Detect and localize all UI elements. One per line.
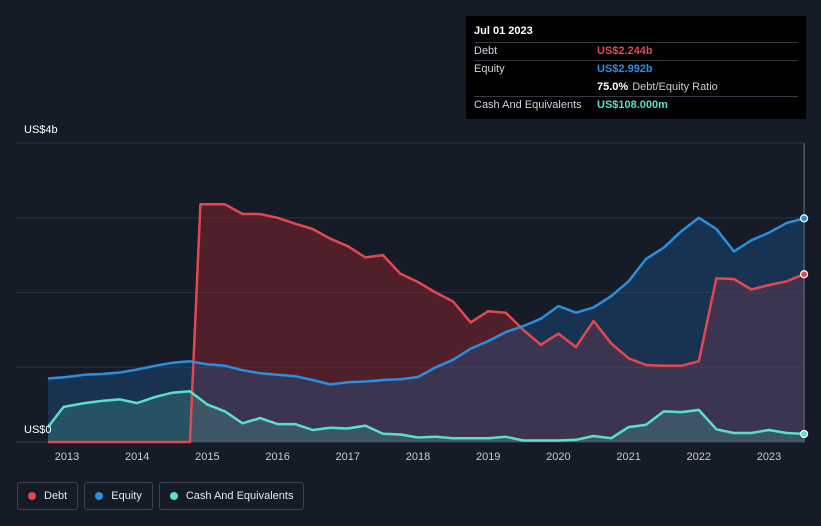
legend-cash-label: Cash And Equivalents — [185, 490, 294, 502]
tooltip-date: Jul 01 2023 — [474, 25, 533, 37]
y-axis-top-label: US$4b — [24, 124, 58, 136]
series-lines — [47, 203, 805, 444]
legend-item-equity[interactable]: Equity — [84, 482, 153, 510]
series-areas — [48, 204, 805, 442]
cash-endpoint — [799, 429, 809, 439]
tooltip-ratio-label: Debt/Equity Ratio — [632, 81, 718, 93]
equity-line — [47, 216, 805, 386]
tooltip-row-debt: Debt US$2.244b — [474, 42, 798, 60]
legend-item-cash[interactable]: Cash And Equivalents — [158, 482, 305, 510]
tooltip-panel: Jul 01 2023 Debt US$2.244b Equity US$2.9… — [466, 16, 806, 119]
tooltip-equity-label: Equity — [474, 63, 505, 75]
x-tick-label: 2021 — [616, 451, 640, 463]
x-tick-label: 2017 — [336, 451, 360, 463]
debt-endpoint — [799, 270, 809, 279]
tooltip-row-ratio: 75.0% Debt/Equity Ratio — [474, 78, 798, 96]
legend: Debt Equity Cash And Equivalents — [17, 482, 305, 510]
x-tick-label: 2023 — [757, 451, 781, 463]
endpoint-markers — [799, 214, 809, 439]
x-axis-ticks: 2013 2014 2015 2016 2017 2018 2019 2020 2021 2022… — [55, 451, 781, 463]
tooltip-ratio-value: 75.0% — [597, 81, 629, 93]
x-tick-label: 2014 — [125, 451, 149, 463]
cash-area — [48, 391, 805, 442]
x-tick-label: 2016 — [265, 451, 289, 463]
tooltip-equity-value: US$2.992b — [597, 63, 653, 75]
x-tick-label: 2020 — [546, 451, 570, 463]
x-tick-label: 2013 — [55, 451, 79, 463]
legend-equity-label: Equity — [111, 490, 142, 502]
cash-line — [47, 389, 805, 442]
tooltip-row-cash: Cash And Equivalents US$108.000m — [474, 96, 798, 114]
x-tick-label: 2015 — [195, 451, 219, 463]
legend-debt-label: Debt — [44, 490, 68, 502]
cash-dot-icon — [169, 492, 178, 500]
tooltip-debt-value: US$2.244b — [597, 45, 653, 57]
equity-area — [48, 217, 805, 442]
x-tick-label: 2019 — [476, 451, 500, 463]
debt-dot-icon — [28, 492, 36, 500]
y-axis-bottom-label: US$0 — [24, 424, 52, 436]
debt-area — [48, 204, 805, 442]
tooltip-row-equity: Equity US$2.992b — [474, 60, 798, 78]
tooltip-cash-label: Cash And Equivalents — [474, 99, 582, 111]
x-tick-label: 2022 — [687, 451, 711, 463]
debt-line — [48, 203, 805, 444]
tooltip-cash-value: US$108.000m — [597, 99, 668, 111]
tooltip-debt-label: Debt — [474, 45, 498, 57]
equity-dot-icon — [95, 492, 104, 500]
equity-endpoint — [799, 214, 809, 223]
x-tick-label: 2018 — [406, 451, 430, 463]
legend-item-debt[interactable]: Debt — [17, 482, 79, 510]
